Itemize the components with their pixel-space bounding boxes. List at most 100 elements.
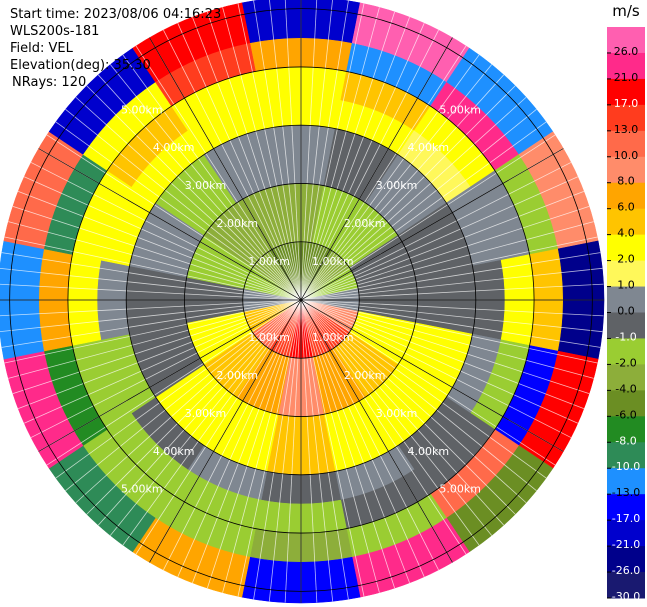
colorbar-tick-label: 17.0 [614,97,639,110]
ray-gap [300,64,492,301]
range-ring-label: 2.00km [344,369,386,382]
colorbar-segment [607,286,645,313]
colorbar-segment [607,78,645,106]
ray-gap [300,299,380,593]
colorbar-tick-label: 8.0 [617,175,635,188]
colorbar-segment [607,208,645,236]
colorbar-segment [607,260,645,288]
colorbar-tick-label: -1.0 [615,330,636,343]
velocity-cell [132,2,251,83]
colorbar-tick-label: -21.0 [612,538,640,551]
ray-gap [17,191,302,301]
colorbar-segment [607,182,645,210]
ray-gap [300,7,380,301]
ray-gap [300,299,537,491]
ray-gap [300,0,318,301]
ray-gap [300,96,527,301]
ray-gap [300,121,547,301]
ray-gap [300,45,467,301]
ray-gap [300,134,556,301]
ray-gap [300,16,410,301]
ray-gap [300,0,333,301]
header-line: Field: VEL [10,41,74,56]
colorbar-segment [607,494,645,521]
range-ring-label: 3.00km [185,179,227,192]
range-ring [67,66,535,534]
ray-gap [24,176,302,301]
ray-gap [300,176,578,301]
ray-gap [97,74,302,301]
colorbar-tick-label: 10.0 [614,149,639,162]
ray-gap [300,299,480,546]
ray-gap [300,299,556,466]
ray-gap [300,299,439,571]
colorbar-tick-label: 0.0 [617,305,635,318]
colorbar-segment [607,27,645,54]
colorbar-segment [607,520,645,547]
ray-gap [300,109,537,301]
colorbar-tick-label: 4.0 [617,227,635,240]
ray-gap [0,299,302,333]
ray-gap [30,162,302,301]
colorbar-segment [607,338,645,365]
ray-gap [300,299,578,424]
colorbar-segment [607,104,645,132]
ray-gap [75,299,302,504]
ray-gap [300,23,425,301]
ray-gap [284,0,302,301]
range-ring-label: 4.00km [153,141,195,154]
colorbar-tick-label: -13.0 [612,486,640,499]
colorbar-segment [607,572,645,599]
range-ring-label: 2.00km [344,217,386,230]
range-ring-label: 4.00km [408,445,450,458]
ray-gap [222,7,302,301]
ray-gap [1,299,302,348]
colorbar-segment [607,52,645,80]
ray-gap [110,299,302,536]
range-ring-label: 5.00km [121,103,163,116]
range-ring-label: 3.00km [185,407,227,420]
ray-gap [46,134,302,301]
ray-gap [65,109,302,301]
ray-gap [300,74,505,301]
range-ring-label: 3.00km [376,179,418,192]
ray-gap [17,299,302,409]
colorbar-segment [607,390,645,417]
ray-gap [110,64,302,301]
colorbar-tick-label: 26.0 [614,45,639,58]
range-ring-label: 1.00km [248,255,290,268]
ray-gap [300,221,594,301]
ray-gap [300,299,601,348]
colorbar-tick-label: -26.0 [612,564,640,577]
ray-gap [300,3,365,301]
colorbar-segment [607,442,645,469]
ray-gap [300,299,547,479]
colorbar-tick-label: 2.0 [617,253,635,266]
header-line: Start time: 2023/08/06 04:16:23 [10,7,221,22]
ray-gap [300,299,410,584]
ray-gap [4,299,302,364]
ray-gap [177,299,302,577]
range-ring [184,183,418,417]
ray-gap [192,299,302,584]
azimuth-line [149,37,453,563]
range-ring-label: 5.00km [439,483,481,496]
ray-gap [97,299,302,526]
range-ring-label: 3.00km [376,407,418,420]
range-ring-label: 5.00km [439,103,481,116]
range-ring-label: 1.00km [248,331,290,344]
ray-gap [300,11,396,301]
ray-gap [300,299,585,409]
ray-gap [300,299,572,438]
ray-gap [46,299,302,466]
range-ring [125,124,477,476]
ray-gap [24,299,302,424]
ray-gap [300,299,365,597]
ray-gap [300,299,492,536]
ray-gap [4,236,302,301]
ray-gap [55,121,302,301]
ray-gap [163,29,302,301]
ray-gap [135,45,302,301]
colorbar-tick-label: -30.0 [612,590,640,603]
